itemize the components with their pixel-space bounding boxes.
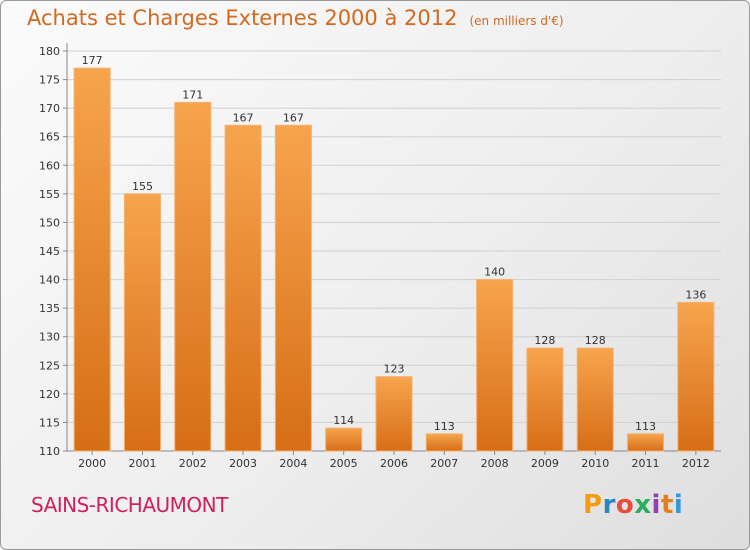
logo-letter: i <box>651 490 661 520</box>
data-label: 128 <box>585 334 606 347</box>
y-tick-label: 160 <box>39 159 60 172</box>
logo-letter: o <box>615 490 635 520</box>
y-tick-label: 165 <box>39 131 60 144</box>
data-label: 128 <box>534 334 555 347</box>
logo-letter: r <box>602 490 616 520</box>
y-tick-label: 150 <box>39 216 60 229</box>
bar <box>123 193 161 452</box>
bar <box>576 347 614 452</box>
x-tick-label: 2010 <box>581 457 609 470</box>
logo-letter: x <box>634 490 652 520</box>
logo-letter: t <box>660 490 674 520</box>
bar <box>325 427 363 452</box>
data-label: 114 <box>333 414 354 427</box>
bar <box>73 67 111 452</box>
chart-title-text: Achats et Charges Externes 2000 à 2012 <box>27 6 458 30</box>
x-tick-label: 2009 <box>531 457 559 470</box>
x-tick-label: 2012 <box>682 457 710 470</box>
chart-title: Achats et Charges Externes 2000 à 2012 (e… <box>27 6 564 30</box>
bar <box>526 347 564 452</box>
y-tick-label: 170 <box>39 102 60 115</box>
y-tick-label: 115 <box>39 416 60 429</box>
x-tick-label: 2006 <box>380 457 408 470</box>
x-tick-label: 2008 <box>481 457 509 470</box>
proxiti-logo: Proxiti <box>583 490 683 520</box>
y-tick-label: 140 <box>39 274 60 287</box>
bar <box>224 124 262 452</box>
y-tick-label: 120 <box>39 388 60 401</box>
y-tick-label: 145 <box>39 245 60 258</box>
y-tick-label: 125 <box>39 359 60 372</box>
data-label: 136 <box>685 288 706 301</box>
x-tick-label: 2001 <box>128 457 156 470</box>
place-name: SAINS-RICHAUMONT <box>31 493 228 517</box>
y-tick-label: 135 <box>39 302 60 315</box>
data-label: 167 <box>233 111 254 124</box>
y-tick-label: 180 <box>39 45 60 58</box>
data-label: 177 <box>82 54 103 67</box>
logo-letter: i <box>673 490 684 520</box>
x-tick-label: 2005 <box>330 457 358 470</box>
bar <box>627 433 665 452</box>
x-tick-label: 2007 <box>430 457 458 470</box>
y-tick-label: 130 <box>39 331 60 344</box>
y-tick-label: 175 <box>39 74 60 87</box>
data-label: 113 <box>635 420 656 433</box>
logo-letter: P <box>583 490 603 520</box>
data-label: 155 <box>132 180 153 193</box>
x-tick-label: 2000 <box>78 457 106 470</box>
bar <box>476 279 514 452</box>
x-tick-label: 2002 <box>179 457 207 470</box>
data-label: 140 <box>484 266 505 279</box>
x-tick-label: 2003 <box>229 457 257 470</box>
y-tick-label: 155 <box>39 188 60 201</box>
x-tick-label: 2004 <box>279 457 307 470</box>
bar <box>174 101 212 452</box>
x-tick-label: 2011 <box>632 457 660 470</box>
data-label: 123 <box>384 363 405 376</box>
bar <box>677 301 715 452</box>
data-label: 113 <box>434 420 455 433</box>
chart-unit-label: (en milliers d'€) <box>469 14 564 28</box>
y-tick-label: 110 <box>39 445 60 458</box>
data-label: 167 <box>283 111 304 124</box>
bar <box>274 124 312 452</box>
bar <box>425 433 463 452</box>
data-label: 171 <box>182 88 203 101</box>
bar <box>375 376 413 452</box>
